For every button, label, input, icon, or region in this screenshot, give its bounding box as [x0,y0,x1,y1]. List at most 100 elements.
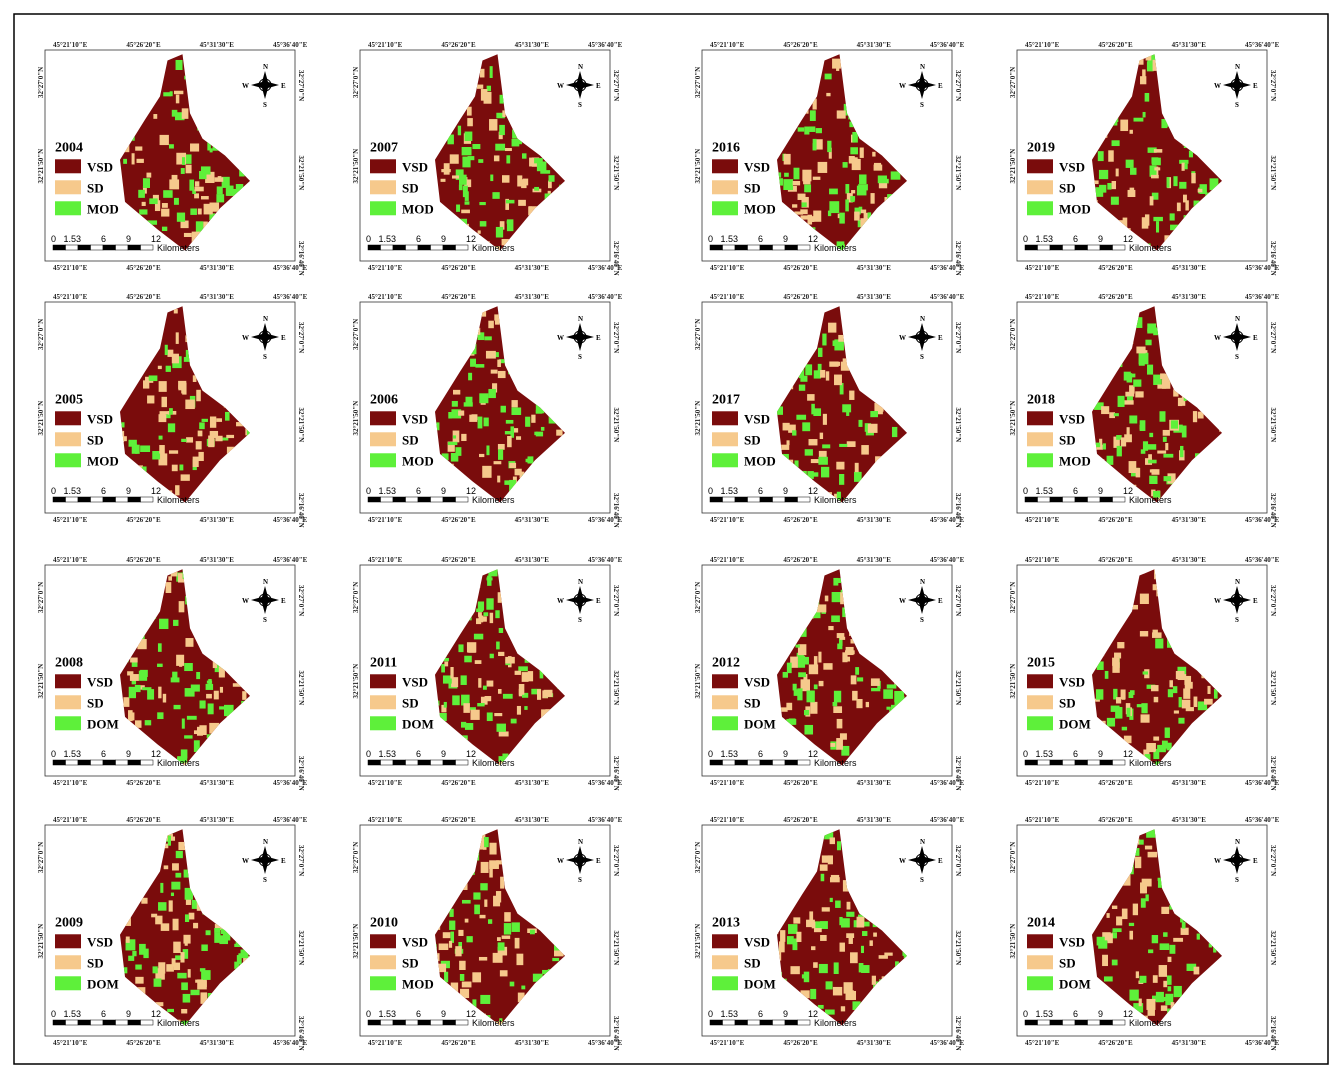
land-patch [860,148,864,158]
compass-w: W [557,597,564,605]
map-panel: 45°21'10"E45°21'10"E45°26'20"E45°26'20"E… [352,41,623,276]
land-patch [1161,1005,1167,1011]
land-patch [505,148,512,151]
scale-tick: 9 [783,486,788,496]
compass-e: E [938,597,943,605]
longitude-label: 45°36'40"E [273,293,308,301]
land-patch [162,203,168,208]
legend-swatch [55,934,81,948]
land-patch [175,485,179,495]
land-patch [497,937,501,941]
land-patch [479,393,488,403]
land-patch [858,184,868,190]
scale-segment [456,1020,469,1025]
land-patch [807,394,814,401]
longitude-label: 45°36'40"E [588,556,623,564]
land-patch [488,321,494,329]
legend-label: MOD [1059,453,1091,468]
map-year: 2008 [55,655,83,670]
land-patch [132,153,135,164]
scale-segment [368,760,381,765]
land-patch [779,941,785,952]
land-patch [180,952,184,962]
land-patch [207,681,212,684]
map-year: 2011 [370,655,397,670]
scale-tick: 3 [76,486,81,496]
compass-n: N [578,838,583,846]
land-patch [828,855,833,864]
land-patch [1153,736,1159,740]
longitude-label: 45°26'20"E [441,41,476,49]
land-patch [498,444,505,450]
scale-tick: 9 [441,234,446,244]
land-patch [1154,697,1159,702]
scale-tick: 3 [391,234,396,244]
scale-segment [1025,245,1038,250]
land-patch [1135,857,1141,868]
land-patch [1127,708,1131,717]
latitude-label: 32°27'0"N [612,585,620,616]
latitude-label: 32°21'50"N [694,924,702,959]
longitude-label: 45°21'10"E [368,556,403,564]
land-patch [174,309,178,313]
land-patch [198,431,203,437]
land-patch [489,869,492,878]
scale-segment [141,1020,154,1025]
land-patch [1147,365,1153,375]
land-patch [1145,93,1150,102]
land-patch [1098,940,1107,948]
land-patch [846,912,854,917]
land-patch [809,439,818,445]
land-patch [1160,373,1165,379]
scale-segment [78,1020,91,1025]
scale-segment [393,245,406,250]
land-patch [1153,217,1163,221]
land-patch [481,862,489,873]
legend-label: VSD [402,159,428,174]
scale-segment [710,760,723,765]
land-patch [861,946,864,953]
land-patch [480,995,490,1004]
land-patch [176,60,183,70]
scale-tick: 9 [126,1009,131,1019]
land-patch [449,921,455,930]
compass-n: N [578,315,583,323]
longitude-label: 45°36'40"E [273,41,308,49]
land-patch [851,675,857,684]
land-patch [1102,955,1108,966]
scale-segment [1025,497,1038,502]
land-patch [822,907,830,911]
scale-segment [798,245,811,250]
land-patch [511,719,517,724]
scale-tick: 6 [758,486,763,496]
land-patch [130,658,138,663]
land-patch [176,332,179,344]
land-patch [501,406,506,413]
land-patch [474,905,480,915]
land-patch [830,837,835,844]
land-patch [1098,151,1104,161]
scale-segment [1038,245,1051,250]
longitude-label: 45°36'40"E [1245,293,1280,301]
land-patch [1153,975,1158,983]
land-patch [1183,195,1187,203]
land-patch [505,657,515,664]
land-patch [1160,943,1170,950]
land-patch [1136,468,1141,477]
legend-swatch [370,411,396,425]
scale-segment [78,245,91,250]
land-patch [179,465,183,471]
longitude-label: 45°21'10"E [368,516,403,524]
land-patch [522,672,529,682]
land-patch [123,697,129,707]
land-patch [833,340,837,346]
scale-segment [1050,245,1063,250]
map-panel: 45°21'10"E45°21'10"E45°26'20"E45°26'20"E… [694,816,965,1051]
land-patch [169,900,173,911]
land-patch [466,936,472,942]
compass-w: W [1214,82,1221,90]
land-patch [499,731,509,736]
land-patch [458,644,463,652]
land-patch [802,422,810,431]
land-patch [1104,976,1113,981]
